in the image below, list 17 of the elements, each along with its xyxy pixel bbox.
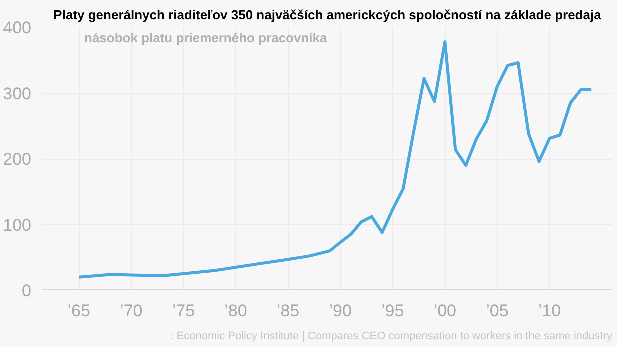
x-tick-label: ’75 xyxy=(172,302,196,320)
y-tick-label: 300 xyxy=(3,84,32,104)
chart-subtitle: násobok platu priemerného pracovníka xyxy=(84,30,328,46)
x-tick-label: ’85 xyxy=(276,302,300,320)
x-tick-label: ’80 xyxy=(224,302,248,320)
chart-title: Platy generálnych riaditeľov 350 najväčších americkcých spoločností na základe predaja xyxy=(54,8,602,22)
x-tick-label: ’95 xyxy=(382,302,404,320)
x-tick-label: ’00 xyxy=(434,302,457,320)
y-tick-label: 400 xyxy=(3,18,32,38)
x-tick-label: ’70 xyxy=(120,302,143,320)
y-tick-label: 200 xyxy=(3,150,32,169)
x-tick-label: ’90 xyxy=(329,302,352,320)
y-tick-label: 0 xyxy=(22,282,32,300)
x-tick-label: ’05 xyxy=(486,302,509,320)
x-tick-label: ’10 xyxy=(538,302,562,320)
y-tick-label: 100 xyxy=(3,216,32,235)
x-tick-label: ’65 xyxy=(68,302,90,320)
